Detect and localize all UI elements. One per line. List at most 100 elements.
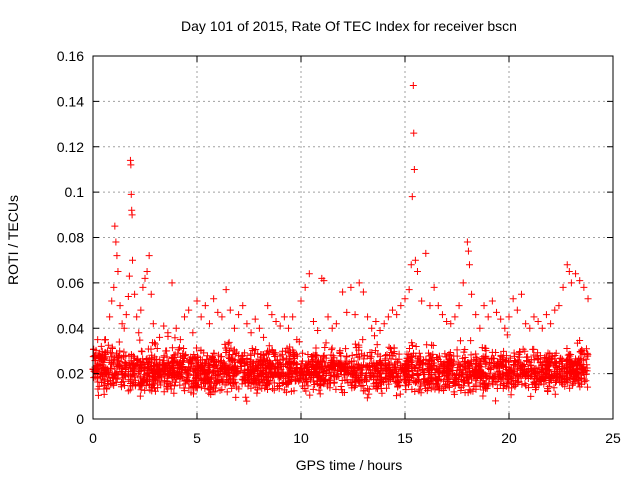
data-point <box>562 362 570 370</box>
data-point <box>394 358 402 366</box>
data-point <box>259 370 267 378</box>
y-axis-ticks: 0 0.02 0.04 0.06 0.08 0.1 0.12 0.14 0.16 <box>57 48 613 427</box>
data-point <box>380 365 388 373</box>
data-point <box>120 348 128 356</box>
data-point <box>257 367 265 375</box>
data-point <box>435 372 443 380</box>
data-point <box>453 346 461 354</box>
data-point <box>583 367 591 375</box>
data-point <box>107 353 115 361</box>
data-point <box>209 388 217 396</box>
data-point <box>141 274 149 282</box>
data-point <box>243 397 251 405</box>
data-point <box>359 288 367 296</box>
data-point <box>197 383 205 391</box>
data-point <box>108 297 116 305</box>
data-point <box>301 283 309 291</box>
data-point <box>326 371 334 379</box>
data-point <box>364 385 372 393</box>
data-point <box>151 377 159 385</box>
data-point <box>415 387 423 395</box>
data-point <box>127 350 135 358</box>
data-point <box>180 384 188 392</box>
data-point <box>207 383 215 391</box>
data-point <box>417 353 425 361</box>
data-point <box>383 384 391 392</box>
data-point <box>253 389 261 397</box>
data-point <box>385 343 393 351</box>
data-point <box>149 320 157 328</box>
data-point <box>260 333 268 341</box>
data-point <box>124 387 132 395</box>
data-point <box>349 370 357 378</box>
data-point <box>147 354 155 362</box>
data-point <box>411 364 419 372</box>
data-point <box>176 336 184 344</box>
data-point <box>269 385 277 393</box>
data-point <box>456 360 464 368</box>
data-point <box>379 378 387 386</box>
data-point <box>529 345 537 353</box>
data-point <box>425 377 433 385</box>
data-point <box>446 349 454 357</box>
data-point <box>194 369 202 377</box>
data-point <box>393 311 401 319</box>
data-point <box>534 349 542 357</box>
data-point <box>351 311 359 319</box>
data-point <box>461 379 469 387</box>
data-point <box>163 377 171 385</box>
data-point <box>538 324 546 332</box>
data-point <box>222 344 230 352</box>
data-point <box>472 311 480 319</box>
data-point <box>425 359 433 367</box>
data-point <box>498 371 506 379</box>
data-point <box>235 311 243 319</box>
data-point <box>444 382 452 390</box>
data-point <box>305 270 313 278</box>
data-point <box>180 355 188 363</box>
data-point <box>348 371 356 379</box>
data-point <box>282 361 290 369</box>
data-point <box>219 377 227 385</box>
data-point <box>582 355 590 363</box>
data-point <box>464 247 472 255</box>
data-point <box>377 359 385 367</box>
data-point <box>156 360 164 368</box>
data-point <box>370 362 378 370</box>
data-point <box>217 375 225 383</box>
data-point <box>454 359 462 367</box>
data-point <box>504 375 512 383</box>
data-point <box>289 313 297 321</box>
data-point <box>355 279 363 287</box>
data-point <box>352 369 360 377</box>
data-point <box>201 384 209 392</box>
data-point <box>140 379 148 387</box>
data-point <box>201 302 209 310</box>
data-point <box>359 336 367 344</box>
data-point <box>572 270 580 278</box>
data-point <box>426 302 434 310</box>
data-point <box>103 370 111 378</box>
data-point <box>542 355 550 363</box>
data-point <box>165 370 173 378</box>
data-point <box>413 268 421 276</box>
data-point <box>176 365 184 373</box>
data-point <box>493 308 501 316</box>
data-point <box>94 385 102 393</box>
data-point <box>542 370 550 378</box>
data-point <box>373 372 381 380</box>
data-point <box>133 313 141 321</box>
data-point <box>154 368 162 376</box>
data-point <box>285 358 293 366</box>
y-tick-label: 0 <box>76 411 84 427</box>
data-point <box>127 161 135 169</box>
data-point <box>389 362 397 370</box>
data-point <box>225 338 233 346</box>
data-point <box>125 272 133 280</box>
data-point <box>268 347 276 355</box>
data-point <box>555 302 563 310</box>
data-point <box>332 373 340 381</box>
data-point <box>574 369 582 377</box>
data-points <box>89 81 592 405</box>
data-point <box>497 352 505 360</box>
